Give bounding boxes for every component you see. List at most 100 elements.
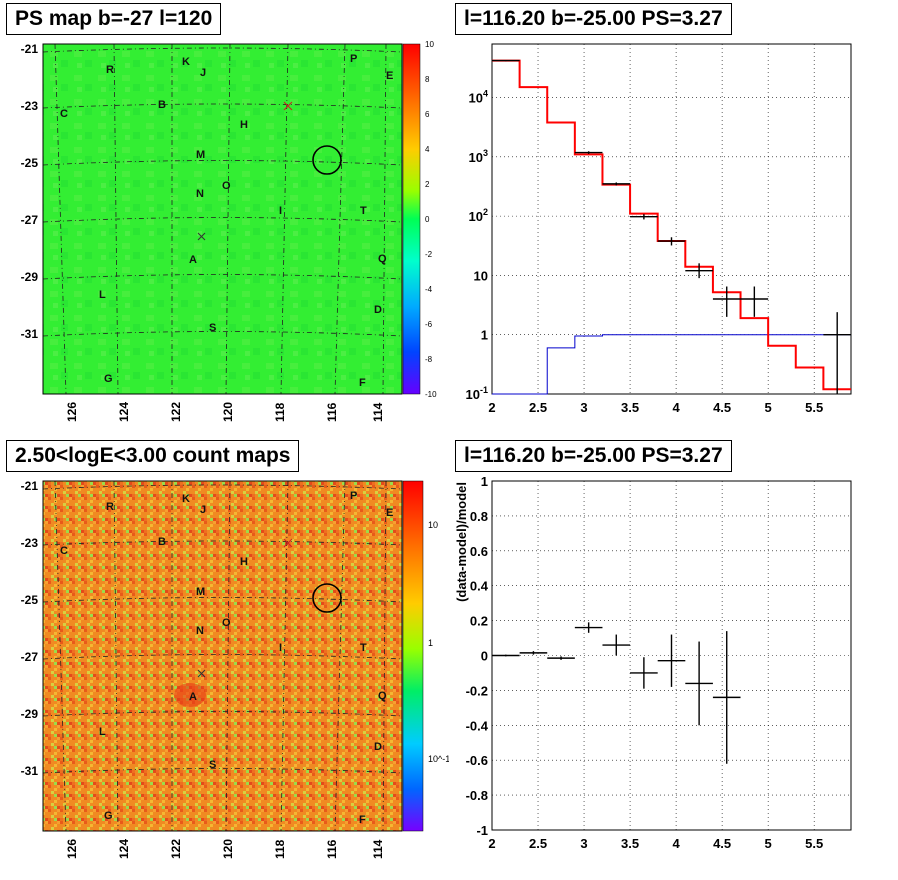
ps-map-source-labels: R K J P E C B H M N O I T A Q L D S G F [60,53,393,389]
lat-tick: -25 [21,593,39,607]
lon-tick: 114 [371,402,385,422]
y-tick-label: 10 [474,268,488,283]
source-label: K [182,493,190,505]
data-point [630,214,658,220]
spectrum-panel: 2 2.5 3 3.5 4 4.5 5 5.5 10-1 1 10 102 103 104 l=116.… [449,0,898,437]
source-label: I [279,205,282,217]
residual-y-ticks: 1 0.8 0.6 0.4 0.2 0 -0.2 -0.4 -0.6 -0.8 -1 [466,474,489,838]
source-label: R [106,64,114,76]
source-label: P [350,490,357,502]
residual-title: l=116.20 b=-25.00 PS=3.27 [455,440,732,472]
x-tick-label: 3 [580,836,587,851]
ps-map-panel: -21 -23 -25 -27 -29 -31 126 124 122 120 … [0,0,449,437]
y-tick-label: 0 [481,649,488,664]
residual-point [630,657,658,689]
x-tick-label: 2 [488,836,495,851]
y-tick-label: 10-1 [466,385,488,402]
lon-tick: 122 [169,402,183,422]
count-map-svg: -21 -23 -25 -27 -29 -31 126 124 122 120 … [21,479,451,859]
lon-tick: 122 [169,839,183,859]
colorbar-tick: -2 [425,250,433,259]
colorbar [402,43,421,395]
y-tick-label: -1 [476,823,488,838]
x-tick-label: 5 [765,400,772,415]
x-tick-label: 2.5 [529,400,547,415]
lat-tick: -21 [21,479,39,493]
colorbar-tick: 2 [425,180,430,189]
lon-tick: 120 [221,839,235,859]
lon-tick: 116 [325,402,339,422]
x-tick-label: 3 [580,400,587,415]
data-point [657,237,686,246]
source-label: O [222,180,231,192]
lon-tick: 126 [65,402,79,422]
x-tick-label: 4.5 [713,836,731,851]
y-tick-label: 0.2 [470,614,488,629]
y-tick-label: 0.6 [470,544,488,559]
source-label: S [209,322,216,334]
lon-tick: 118 [273,839,287,859]
x-tick-label: 3.5 [621,836,639,851]
lon-tick: 124 [117,402,131,422]
x-tick-label: 5 [765,836,772,851]
background-model-line [492,334,851,395]
colorbar-tick: -4 [425,285,433,294]
residual-points [492,622,741,764]
ps-map-title: PS map b=-27 l=120 [6,3,222,35]
data-point [602,182,631,186]
x-tick-label: 4 [672,400,680,415]
source-label: D [374,304,382,316]
spectrum-x-ticks: 2 2.5 3 3.5 4 4.5 5 5.5 [488,400,823,415]
data-point [823,312,851,394]
residual-point [685,641,713,726]
source-label: P [350,53,357,65]
cross-marker [197,232,206,241]
target-circle [312,145,342,175]
count-map-area [43,481,402,831]
colorbar-tick: 10 [425,40,434,49]
lat-tick: -27 [21,650,39,664]
lat-tick: -25 [21,156,39,170]
count-map-grid [42,480,403,832]
spectrum-title: l=116.20 b=-25.00 PS=3.27 [455,3,732,35]
residual-point [657,634,686,687]
hotspot [174,683,206,707]
colorbar-tick: 10 [428,520,438,530]
source-label: J [200,504,206,516]
colorbar-tick: -8 [425,355,433,364]
source-label: S [209,759,216,771]
lat-tick: -23 [21,536,39,550]
source-label: F [359,377,366,389]
count-map-panel: -21 -23 -25 -27 -29 -31 126 124 122 120 … [0,437,451,875]
y-tick-label: -0.2 [466,683,488,698]
background-model-histogram [492,334,851,395]
colorbar-tick: 8 [425,75,430,84]
lat-tick: -31 [21,327,39,341]
source-label: T [360,205,367,217]
source-label: C [60,108,68,120]
colorbar-tick: 6 [425,110,430,119]
data-point [685,263,713,279]
residual-point [547,656,575,660]
colorbar-ticks: 10 1 10^-1 [428,520,450,764]
count-map-lon-ticks: 126 124 122 120 118 116 114 [65,839,385,859]
ps-map-lat-ticks: -21 -23 -25 -27 -29 -31 [21,42,39,341]
source-label: A [189,254,197,266]
source-label: H [240,119,248,131]
source-label: M [196,586,205,598]
x-tick-label: 4.5 [713,400,731,415]
lon-tick: 116 [325,839,339,859]
source-label: E [386,507,393,519]
x-tick-label: 3.5 [621,400,639,415]
spectrum-svg: 2 2.5 3 3.5 4 4.5 5 5.5 10-1 1 10 102 103 104 [466,43,852,415]
lon-tick: 120 [221,402,235,422]
x-tick-label: 2.5 [529,836,547,851]
count-map-source-labels: R K J P E C B H M N O I T A Q L D S G F [60,490,393,826]
y-tick-label: 102 [469,207,488,224]
lat-tick: -31 [21,764,39,778]
residual-svg: 2 2.5 3 3.5 4 4.5 5 5.5 1 0.8 0.6 0.4 0.2 0 -0.2 -0.4 -… [454,474,852,851]
source-label: G [104,810,113,822]
y-tick-label: 0.8 [470,509,488,524]
source-label: D [374,741,382,753]
source-label: C [60,545,68,557]
